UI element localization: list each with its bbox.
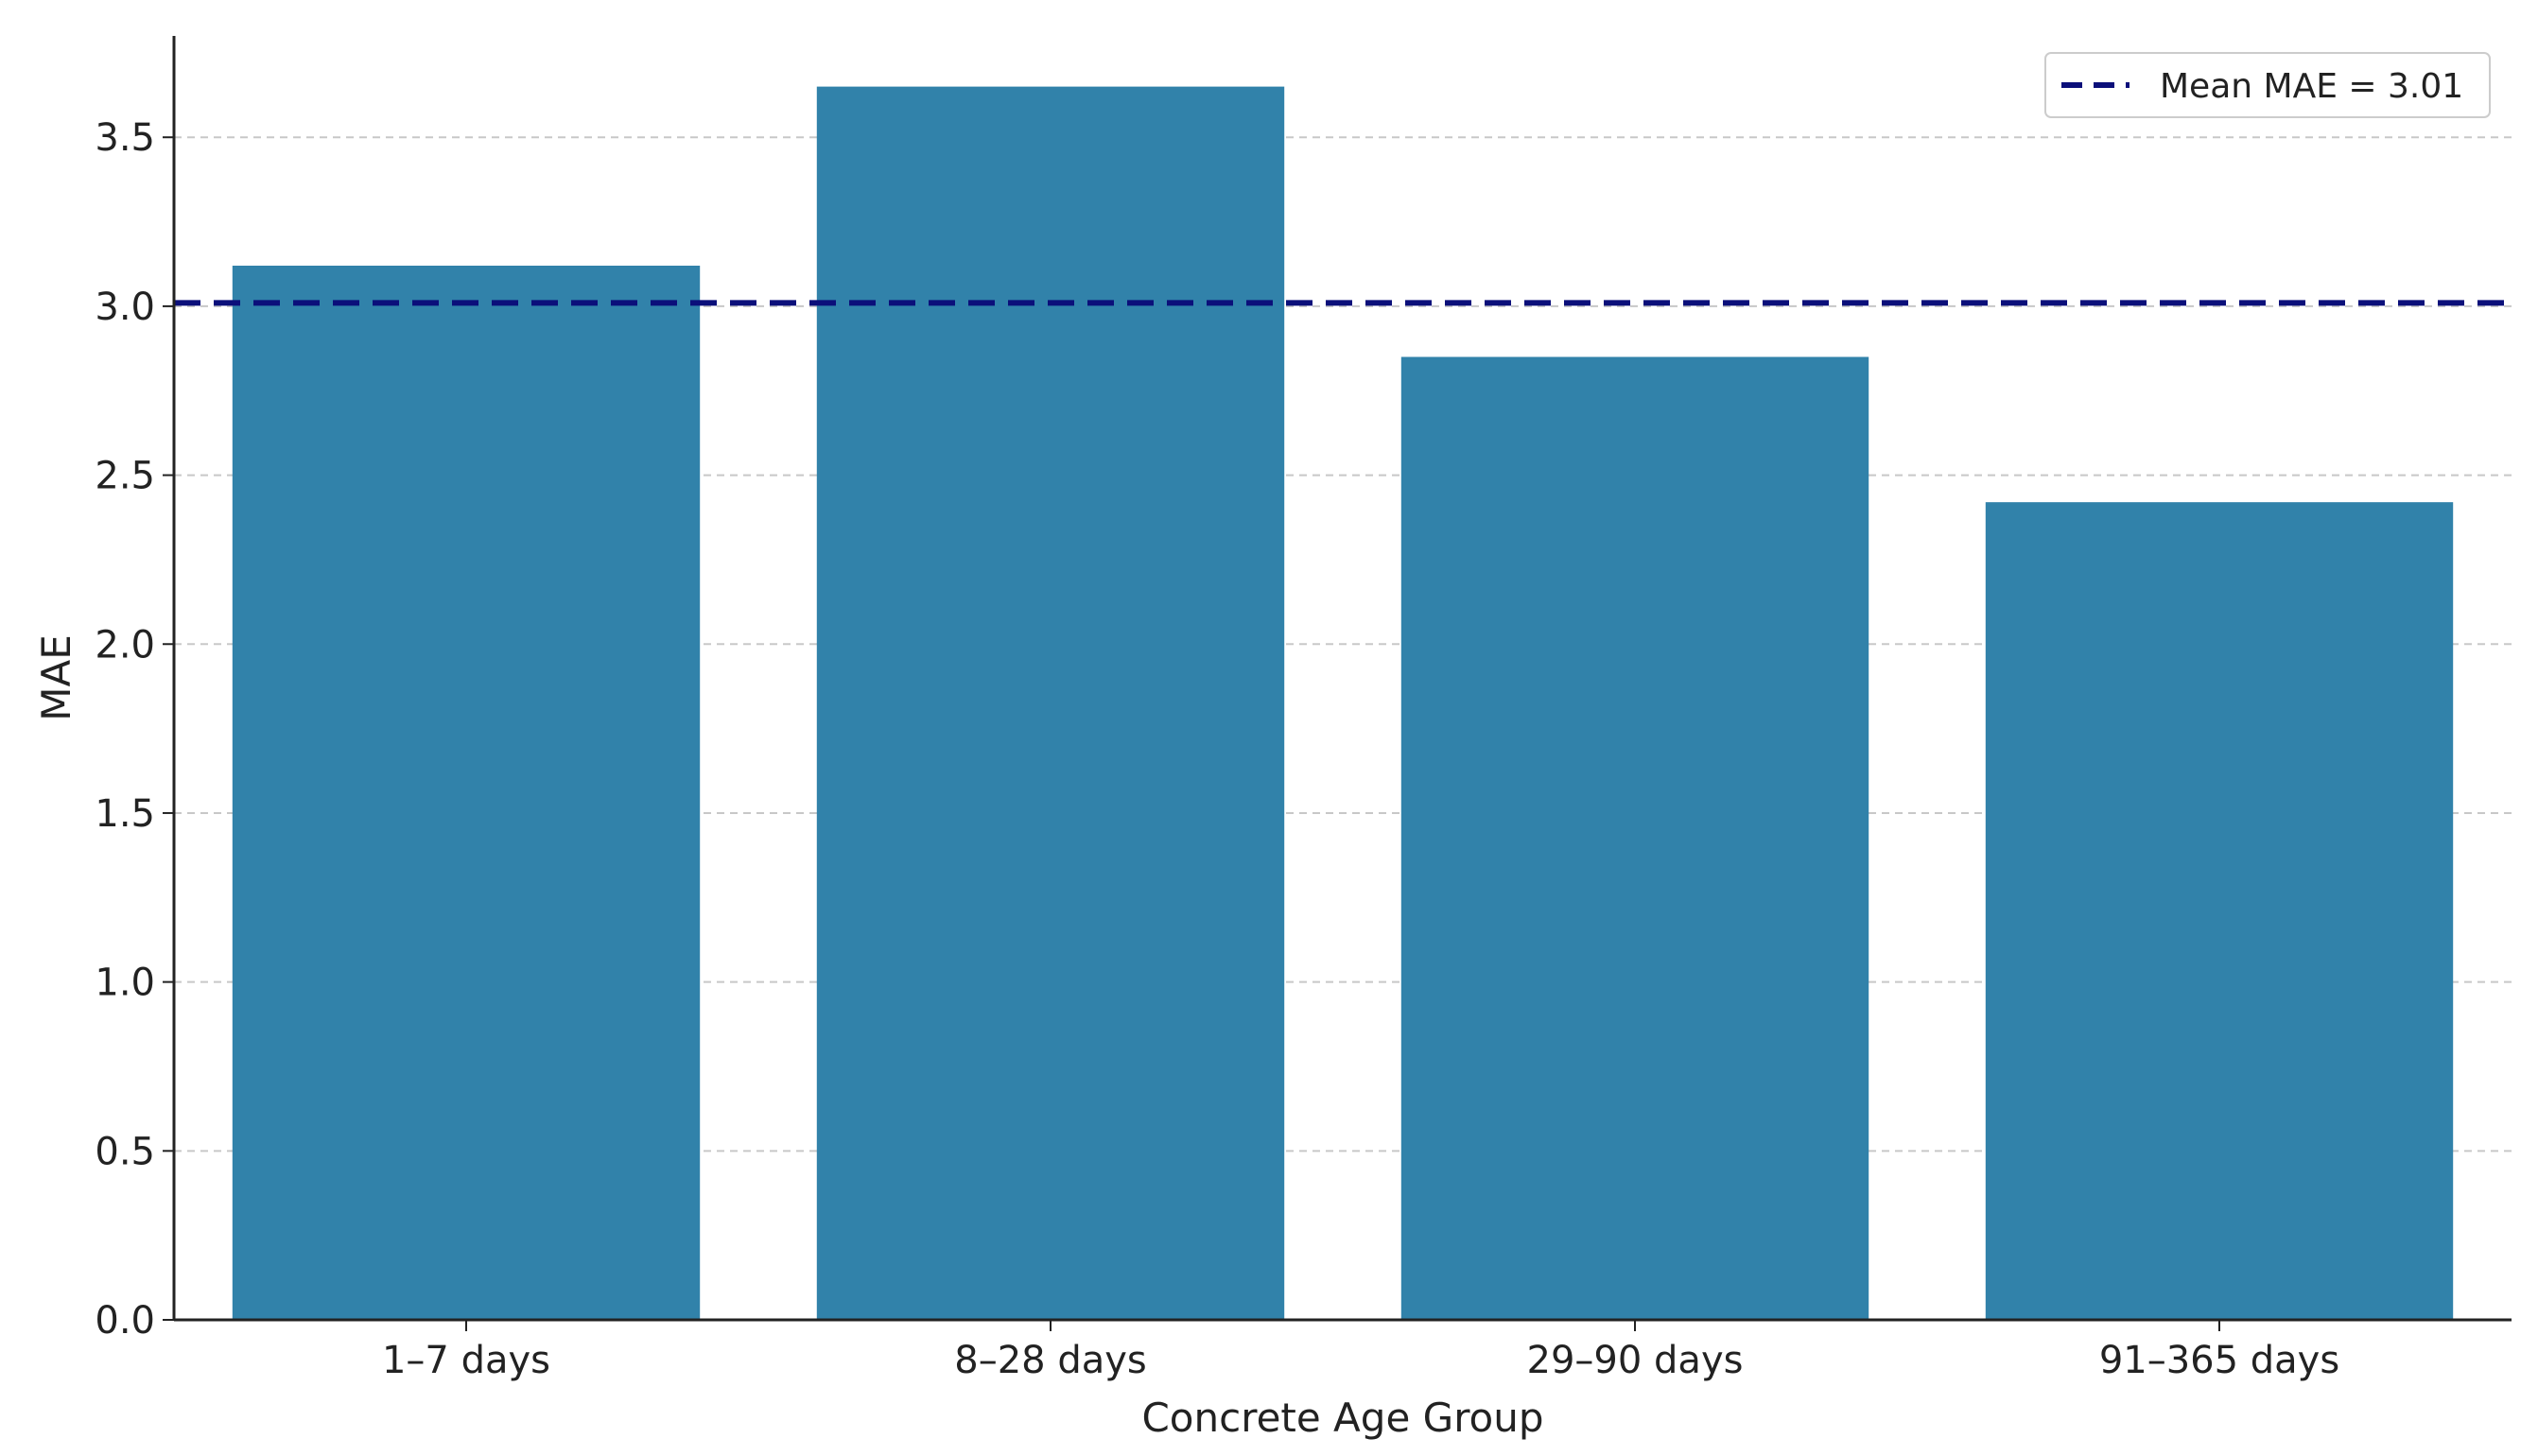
- y-tick-label: 1.5: [95, 792, 155, 836]
- x-tick-label: 29–90 days: [1527, 1339, 1744, 1382]
- x-tick-label: 1–7 days: [382, 1339, 550, 1382]
- legend-label: Mean MAE = 3.01: [2160, 67, 2463, 106]
- y-tick-label: 2.5: [95, 455, 155, 498]
- y-tick-label: 3.0: [95, 286, 155, 329]
- bar: [1985, 502, 2454, 1320]
- y-tick-label: 1.0: [95, 962, 155, 1005]
- y-tick-label: 0.0: [95, 1299, 155, 1343]
- y-tick-label: 3.5: [95, 116, 155, 160]
- y-tick-label: 2.0: [95, 623, 155, 667]
- x-tick-label: 8–28 days: [954, 1339, 1146, 1382]
- legend: Mean MAE = 3.01: [2044, 52, 2491, 118]
- axes: [163, 36, 2512, 1331]
- bars: [232, 86, 2454, 1321]
- bar: [1400, 356, 1869, 1320]
- bar: [816, 86, 1285, 1321]
- x-axis-title: Concrete Age Group: [1141, 1395, 1543, 1441]
- x-tick-label: 91–365 days: [2099, 1339, 2339, 1382]
- y-axis-title: MAE: [33, 634, 79, 721]
- bar: [232, 266, 701, 1321]
- y-tick-label: 0.5: [95, 1130, 155, 1173]
- tick-labels: 0.0 0.5 1.0 1.5 2.0 2.5 3.0 3.5 1–7 days 8–28 day…: [95, 116, 2339, 1382]
- legend-box: [2044, 52, 2491, 118]
